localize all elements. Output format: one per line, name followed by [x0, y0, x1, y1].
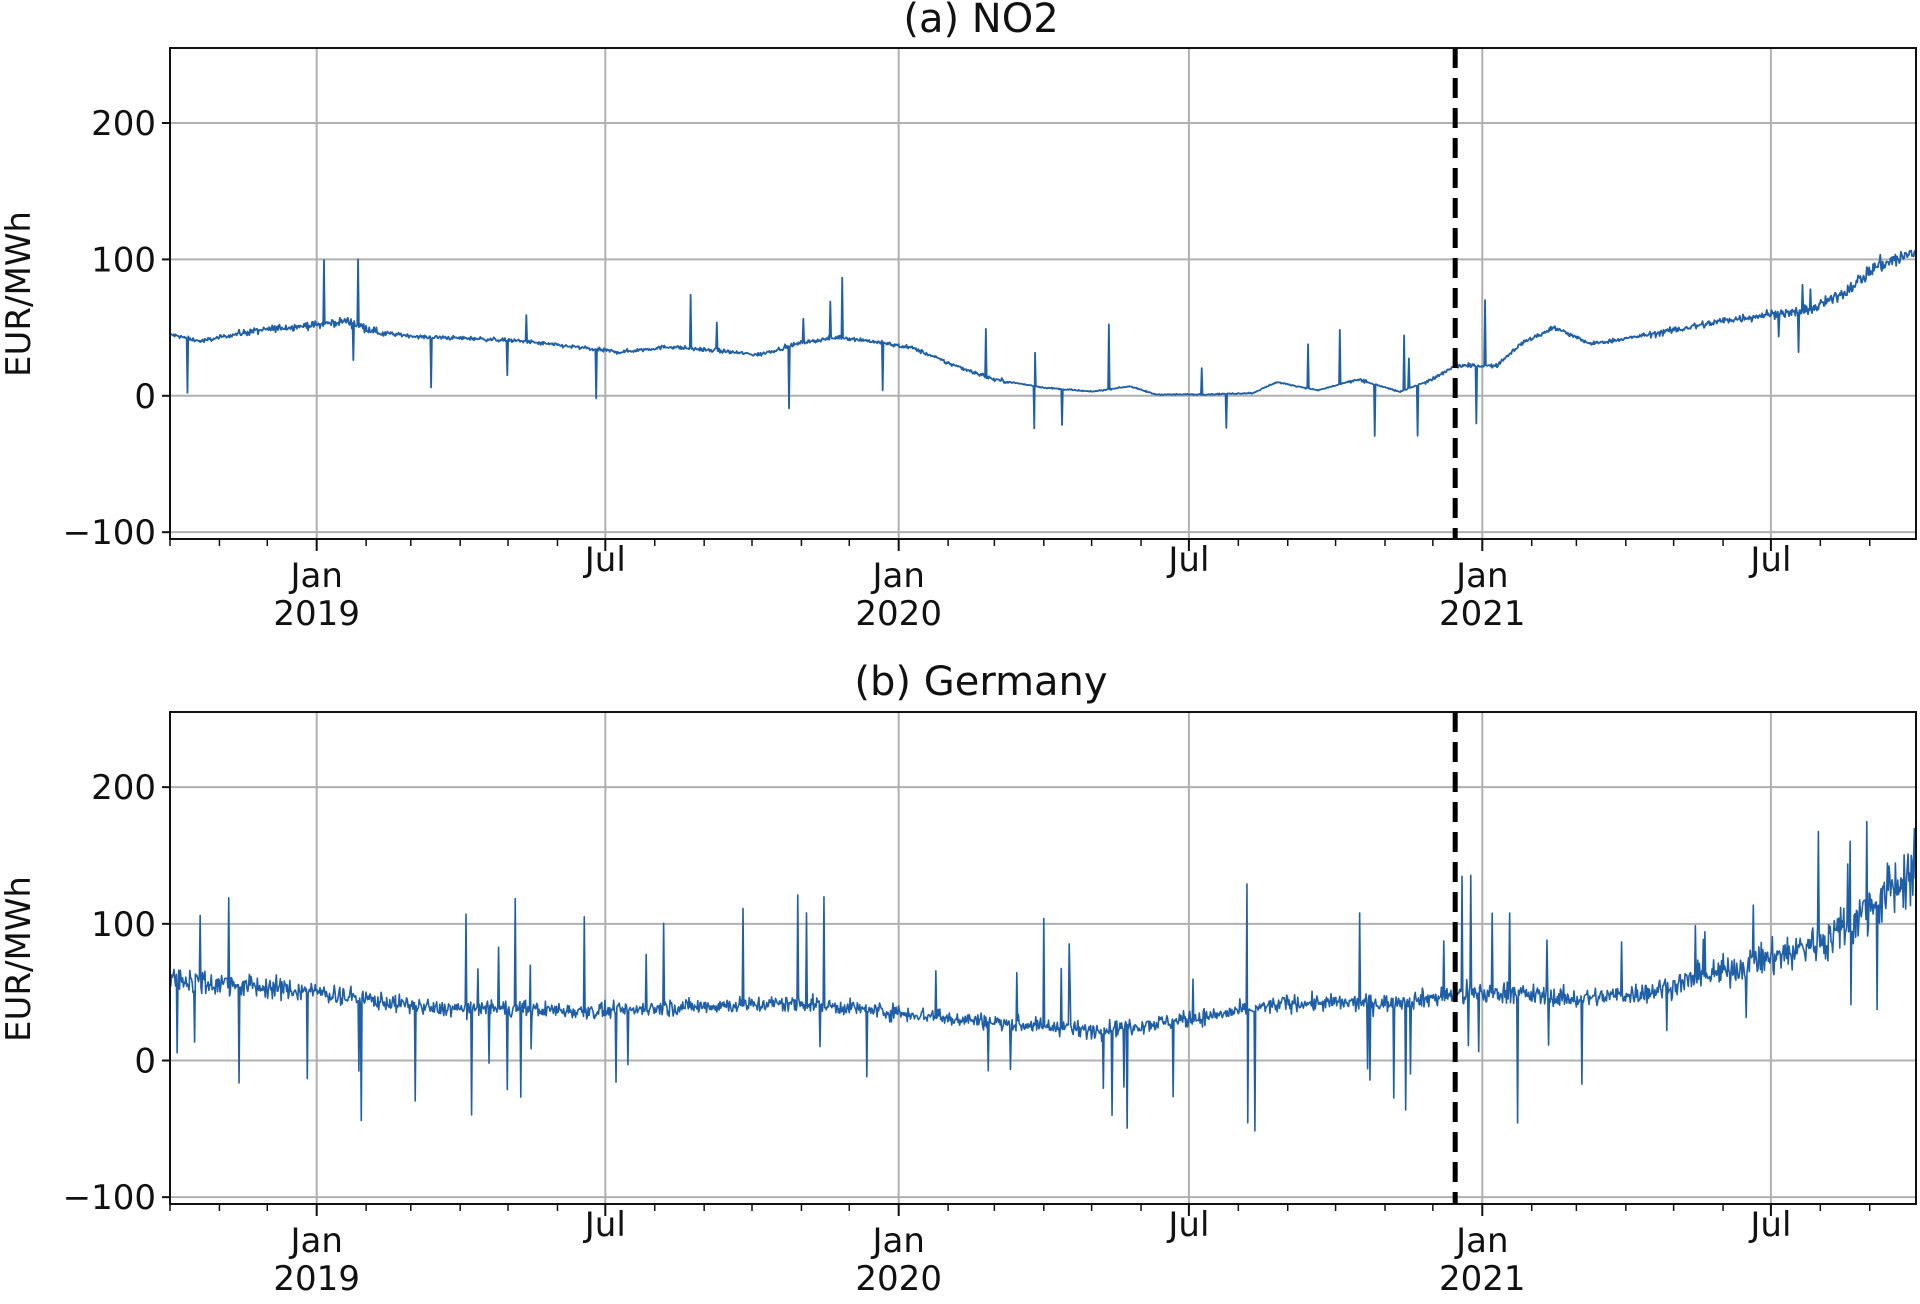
- plot-frame-b: [169, 711, 1917, 1205]
- x-tick-label: Jan: [288, 556, 342, 596]
- x-tick-label: Jan: [1454, 1221, 1508, 1261]
- chart-title-b: (b) Germany: [854, 659, 1107, 705]
- y-tick-label: 0: [134, 1042, 156, 1082]
- y-tick-label: 200: [91, 768, 156, 808]
- series-b: [169, 820, 1917, 1132]
- x-tick-label: Jul: [1748, 1205, 1791, 1245]
- x-tick-year-label: 2019: [273, 1259, 360, 1299]
- x-tick-label: Jul: [583, 1205, 626, 1245]
- y-tick-label: 0: [134, 377, 156, 417]
- y-tick-label: 100: [91, 240, 156, 280]
- x-tick-label: Jan: [870, 1221, 924, 1261]
- plot-frame-a: [169, 47, 1917, 540]
- y-tick-label: 100: [91, 905, 156, 945]
- gridlines-b: [170, 712, 1916, 1204]
- chart-panel-b: (b) Germany EUR/MWh −1000100200Jan2019Ju…: [0, 659, 1917, 1299]
- x-tick-year-label: 2020: [855, 1259, 942, 1299]
- price-series-line: [169, 249, 1917, 437]
- x-tick-year-label: 2020: [855, 594, 942, 634]
- price-series-line: [169, 820, 1917, 1132]
- x-tick-label: Jul: [1166, 540, 1209, 580]
- x-tick-label: Jul: [583, 540, 626, 580]
- y-axis-label-b: EUR/MWh: [0, 876, 39, 1042]
- x-tick-year-label: 2019: [273, 594, 360, 634]
- chart-title-a: (a) NO2: [903, 0, 1058, 42]
- x-tick-label: Jul: [1748, 540, 1791, 580]
- y-tick-label: −100: [63, 513, 156, 553]
- x-tick-label: Jul: [1166, 1205, 1209, 1245]
- x-tick-label: Jan: [870, 556, 924, 596]
- x-tick-label: Jan: [288, 1221, 342, 1261]
- y-tick-label: −100: [63, 1178, 156, 1218]
- series-a: [169, 249, 1917, 437]
- x-tick-year-label: 2021: [1439, 1259, 1526, 1299]
- x-tick-label: Jan: [1454, 556, 1508, 596]
- gridlines-a: [170, 48, 1916, 539]
- y-axis-label-a: EUR/MWh: [0, 211, 39, 377]
- x-tick-year-label: 2021: [1439, 594, 1526, 634]
- y-tick-label: 200: [91, 104, 156, 144]
